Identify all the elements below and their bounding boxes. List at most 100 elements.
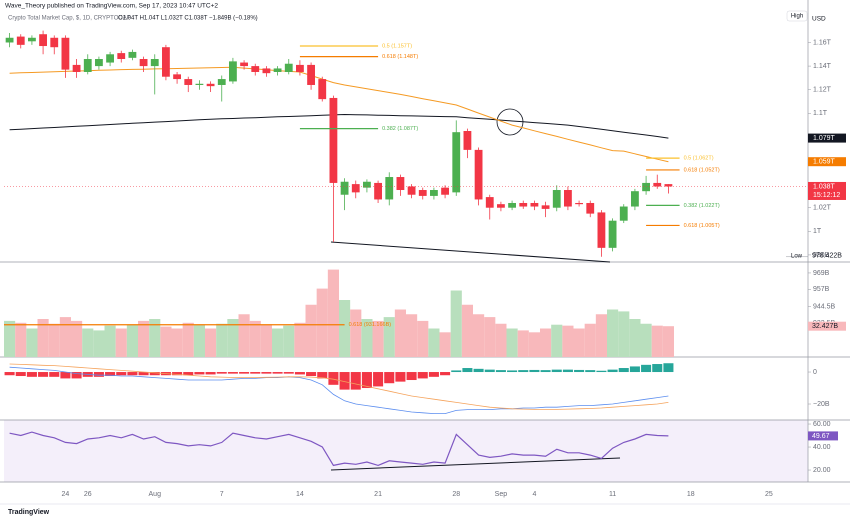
- price-marker-label: 1.079T: [813, 135, 836, 142]
- histogram-bar: [49, 372, 60, 377]
- fib-label: 0.5 (1.062T): [684, 156, 714, 162]
- candle-body: [385, 177, 394, 200]
- histogram-bar: [417, 372, 428, 379]
- candle-body: [128, 51, 137, 58]
- currency[interactable]: USD: [812, 16, 826, 23]
- candle-body: [497, 204, 505, 208]
- volume-bar: [138, 320, 150, 357]
- candle-body: [653, 182, 662, 187]
- moving-average: [9, 113, 669, 139]
- fib-label: 0.618 (1.148T): [382, 54, 418, 60]
- candle-body: [519, 202, 528, 207]
- price-marker: [808, 181, 846, 200]
- high-badge[interactable]: [786, 10, 808, 22]
- volume-bar: [361, 319, 373, 357]
- fib-label: 0.618 (1.005T): [684, 223, 720, 229]
- candle-body: [173, 74, 181, 80]
- volume-bar: [305, 304, 317, 357]
- candle-body: [575, 202, 583, 205]
- trendline: [330, 241, 611, 263]
- volume-bar: [104, 325, 116, 357]
- volume-bar: [439, 332, 451, 357]
- candle-body: [61, 37, 70, 70]
- histogram-bar: [227, 372, 238, 374]
- plot: 1.16T 1.14T 1.12T 1.1T 1.02T 1T 980B 24 26 Aug 7 14…: [4, 30, 846, 498]
- candle-body: [430, 190, 438, 196]
- volume-bar: [15, 322, 27, 357]
- candle-body: [474, 149, 483, 200]
- x-tick-label: 26: [84, 491, 92, 498]
- y-tick-label: 0: [813, 369, 817, 376]
- byline: Wave_Theory published on TradingView.com…: [5, 3, 218, 10]
- fib-label: 0.618 (931.166B): [349, 322, 392, 328]
- volume-bar: [71, 320, 83, 357]
- histogram-bar: [641, 364, 652, 373]
- volume-bar: [249, 320, 261, 357]
- volume-bar: [662, 326, 674, 357]
- y-tick-label: 1T: [813, 228, 822, 235]
- candle-body: [262, 68, 271, 74]
- price-marker-label: 1.038T: [813, 183, 836, 190]
- histogram-bar: [574, 369, 585, 373]
- candle-body: [586, 202, 595, 214]
- candle-body: [407, 186, 416, 195]
- histogram-bar: [484, 369, 495, 373]
- histogram-bar: [261, 372, 272, 374]
- volume-bar: [48, 323, 60, 357]
- histogram-bar: [562, 369, 573, 373]
- volume-bar: [126, 324, 138, 357]
- histogram-bar: [294, 372, 305, 375]
- candle-body: [418, 190, 427, 196]
- histogram-bar: [272, 372, 283, 374]
- volume-bar: [528, 332, 540, 357]
- histogram-bar: [15, 372, 26, 377]
- fib-label: 0.5 (1.157T): [382, 43, 412, 49]
- value-marker-label: 32.427B: [812, 323, 838, 330]
- histogram-bar: [38, 372, 49, 377]
- candle-body: [441, 187, 449, 195]
- volume-bar: [260, 324, 272, 357]
- high-badge-text[interactable]: High: [791, 14, 803, 20]
- candle-body: [664, 184, 673, 187]
- histogram-bar: [93, 372, 104, 377]
- volume-bar: [37, 319, 49, 357]
- y-tick-label: 1.16T: [813, 39, 832, 46]
- volume-bar: [461, 304, 473, 357]
- candle-body: [251, 66, 260, 72]
- volume-bar: [216, 323, 228, 357]
- volume-bar: [506, 328, 518, 357]
- volume-bar: [182, 322, 194, 357]
- histogram-bar: [350, 372, 361, 390]
- candle-body: [50, 37, 59, 48]
- volume-bar: [283, 325, 295, 357]
- histogram-bar: [540, 370, 551, 373]
- histogram-bar: [607, 369, 618, 373]
- candle-body: [530, 202, 539, 207]
- histogram-bar: [663, 363, 674, 373]
- volume-bar: [595, 314, 607, 357]
- y-tick-label: 20.00: [813, 467, 831, 474]
- candle-body: [307, 64, 315, 85]
- volume-bar: [82, 328, 94, 357]
- volume-bar: [4, 320, 16, 357]
- macd-line: [9, 363, 669, 410]
- volume-bar: [383, 317, 395, 357]
- histogram-bar: [283, 372, 294, 374]
- volume-bar: [640, 323, 652, 357]
- fib-label: 0.382 (1.022T): [684, 203, 720, 209]
- histogram-bar: [361, 372, 372, 389]
- candle-body: [564, 190, 572, 207]
- candle-body: [396, 177, 405, 191]
- volume-bar: [540, 328, 552, 357]
- rsi-band: [4, 420, 808, 482]
- histogram-bar: [194, 372, 205, 375]
- footer-logo: TradingView: [8, 509, 50, 516]
- volume-bar: [272, 328, 284, 357]
- volume-bar: [26, 328, 38, 357]
- volume-bar: [607, 309, 619, 357]
- y-tick-label: 957B: [813, 286, 830, 293]
- x-tick-label: 21: [374, 491, 382, 498]
- histogram-bar: [183, 372, 194, 376]
- price-marker: [808, 133, 846, 143]
